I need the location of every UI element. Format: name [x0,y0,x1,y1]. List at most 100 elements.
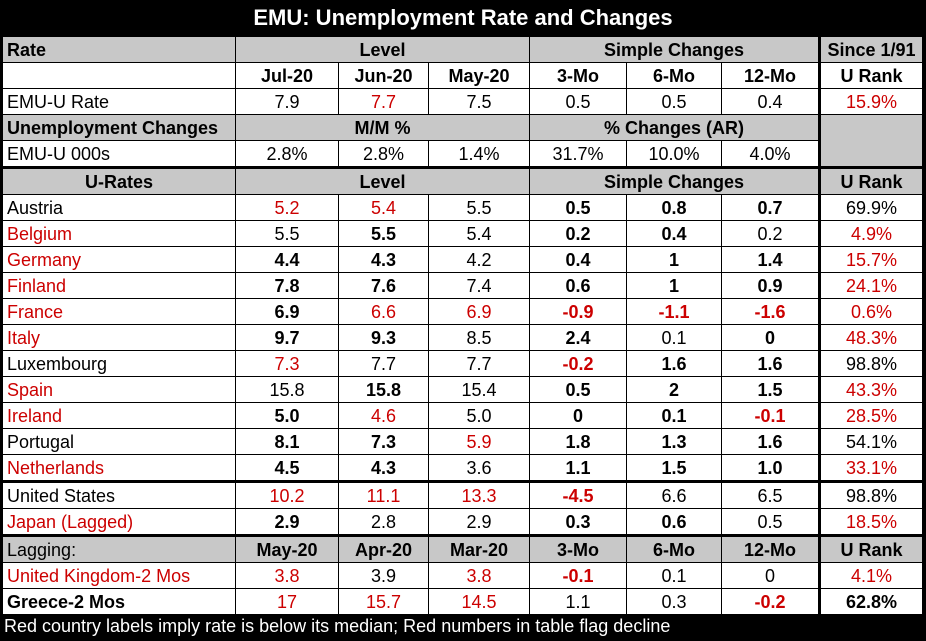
cell: 1.4 [721,246,820,273]
cell: 6.9 [428,298,530,325]
row-label: Belgium [2,220,236,247]
cell: 2.4 [529,324,627,351]
header-row: Unemployment Changes M/M % % Changes (AR… [2,114,923,168]
table-row: Austria 5.2 5.4 5.5 0.5 0.8 0.7 69.9% [2,194,923,221]
cell: 15.7% [818,246,923,273]
row-label: Finland [2,272,236,299]
row-label: Italy [2,324,236,351]
cell: 3.6 [428,454,530,482]
table-row: Spain 15.8 15.8 15.4 0.5 2 1.5 43.3% [2,376,923,403]
cell: 1.6 [721,428,820,455]
cell: 7.4 [428,272,530,299]
cell: 6.9 [235,298,339,325]
row-label: Ireland [2,402,236,429]
cell: 18.5% [818,508,923,536]
cell: 2.9 [428,508,530,536]
header-cell: 6-Mo [626,534,722,563]
table-row: Italy 9.7 9.3 8.5 2.4 0.1 0 48.3% [2,324,923,351]
cell: 4.0% [721,140,820,168]
header-cell: Mar-20 [428,534,530,563]
cell: 7.7 [428,350,530,377]
header-cell: 6-Mo [626,62,722,89]
cell: 0.7 [721,194,820,221]
cell: 31.7% [529,140,627,168]
cell: 15.7 [338,588,429,615]
row-label: Netherlands [2,454,236,482]
cell: 15.8 [235,376,339,403]
cell: 0.1 [626,402,722,429]
cell: 0.6% [818,298,923,325]
header-cell: U-Rates [2,166,236,195]
cell: 0.2 [529,220,627,247]
cell: 1.0 [721,454,820,482]
cell: 7.3 [338,428,429,455]
row-label: Greece-2 Mos [2,588,236,615]
header-cell: M/M % [235,114,530,141]
cell: 5.5 [338,220,429,247]
header-cell: 3-Mo [529,62,627,89]
header-cell: Rate [2,36,236,63]
cell: 0.8 [626,194,722,221]
cell: 7.9 [235,88,339,115]
cell: 0 [721,562,820,589]
header-cell: May-20 [235,534,339,563]
table-row: Belgium 5.5 5.5 5.4 0.2 0.4 0.2 4.9% [2,220,923,247]
cell: 1.4% [428,140,530,168]
cell: 33.1% [818,454,923,482]
header-cell [2,62,236,89]
cell: 2 [626,376,722,403]
cell: 54.1% [818,428,923,455]
cell: 6.5 [721,480,820,509]
header-cell: U Rank [818,166,923,195]
cell: 5.5 [428,194,530,221]
header-row: U-Rates Level Simple Changes U Rank [2,166,923,195]
table-row: EMU-U 000s 2.8% 2.8% 1.4% 31.7% 10.0% 4.… [2,140,923,168]
cell: 0.3 [626,588,722,615]
cell: 62.8% [818,588,923,615]
row-label: Austria [2,194,236,221]
cell: 0.9 [721,272,820,299]
table-row: Finland 7.8 7.6 7.4 0.6 1 0.9 24.1% [2,272,923,299]
cell: -0.1 [529,562,627,589]
cell: 3.9 [338,562,429,589]
table-row: Japan (Lagged) 2.9 2.8 2.9 0.3 0.6 0.5 1… [2,508,923,536]
row-label: EMU-U 000s [2,140,236,168]
cell: 0.6 [626,508,722,536]
header-cell: Apr-20 [338,534,429,563]
cell: 1.8 [529,428,627,455]
cell: 17 [235,588,339,615]
row-label: Germany [2,246,236,273]
table-row: Netherlands 4.5 4.3 3.6 1.1 1.5 1.0 33.1… [2,454,923,482]
cell: 8.5 [428,324,530,351]
cell: 1.3 [626,428,722,455]
cell: 7.7 [338,88,429,115]
cell: 0.6 [529,272,627,299]
cell: 1.6 [626,350,722,377]
cell: 0.5 [529,194,627,221]
cell: 2.8% [338,140,429,168]
cell: 4.5 [235,454,339,482]
cell: 6.6 [626,480,722,509]
table-row: Greece-2 Mos 17 15.7 14.5 1.1 0.3 -0.2 6… [2,588,923,615]
cell: 1.1 [529,588,627,615]
cell: 5.9 [428,428,530,455]
header-row: Lagging: May-20 Apr-20 Mar-20 3-Mo 6-Mo … [2,534,923,563]
header-cell: Since 1/91 [818,36,923,63]
cell: 98.8% [818,480,923,509]
cell: 8.1 [235,428,339,455]
cell: -0.2 [529,350,627,377]
cell: 2.8 [338,508,429,536]
table-row: United Kingdom-2 Mos 3.8 3.9 3.8 -0.1 0.… [2,562,923,589]
cell: -0.9 [529,298,627,325]
cell: 0.5 [626,88,722,115]
subheader-row: Jul-20 Jun-20 May-20 3-Mo 6-Mo 12-Mo U R… [2,62,923,89]
cell: 14.5 [428,588,530,615]
cell: 11.1 [338,480,429,509]
footnote: Red country labels imply rate is below i… [4,616,671,636]
table-row: Portugal 8.1 7.3 5.9 1.8 1.3 1.6 54.1% [2,428,923,455]
header-cell: Level [235,36,530,63]
cell: 0.3 [529,508,627,536]
header-cell: 3-Mo [529,534,627,563]
cell: 5.0 [428,402,530,429]
